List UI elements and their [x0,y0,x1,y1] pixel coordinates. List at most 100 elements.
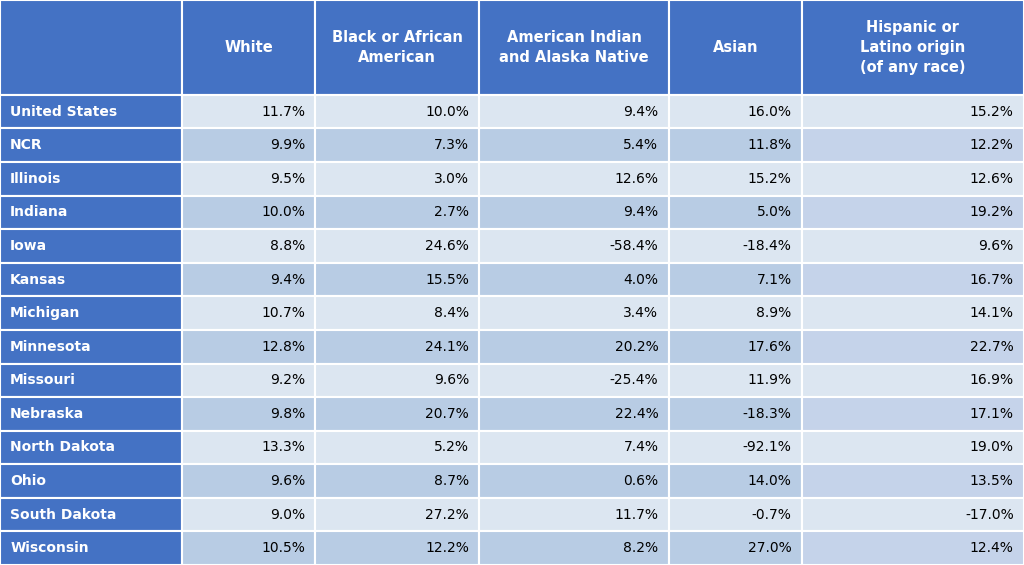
Text: 24.6%: 24.6% [425,239,469,253]
FancyBboxPatch shape [479,195,669,229]
FancyBboxPatch shape [669,263,802,297]
FancyBboxPatch shape [0,229,182,263]
FancyBboxPatch shape [0,532,182,565]
Text: -18.4%: -18.4% [742,239,792,253]
FancyBboxPatch shape [315,162,479,195]
Text: 9.6%: 9.6% [270,474,305,488]
FancyBboxPatch shape [182,128,315,162]
FancyBboxPatch shape [315,363,479,397]
Text: -0.7%: -0.7% [752,507,792,521]
Text: 12.8%: 12.8% [261,340,305,354]
Text: Iowa: Iowa [10,239,47,253]
Text: Wisconsin: Wisconsin [10,541,89,555]
Text: 20.7%: 20.7% [425,407,469,421]
FancyBboxPatch shape [479,162,669,195]
FancyBboxPatch shape [802,263,1024,297]
FancyBboxPatch shape [802,330,1024,363]
Text: Minnesota: Minnesota [10,340,92,354]
FancyBboxPatch shape [669,128,802,162]
Text: 14.0%: 14.0% [748,474,792,488]
FancyBboxPatch shape [479,0,669,95]
Text: 3.0%: 3.0% [434,172,469,186]
Text: American Indian
and Alaska Native: American Indian and Alaska Native [499,30,649,65]
FancyBboxPatch shape [315,263,479,297]
FancyBboxPatch shape [182,363,315,397]
FancyBboxPatch shape [479,330,669,363]
FancyBboxPatch shape [802,498,1024,532]
Text: 12.2%: 12.2% [970,138,1014,153]
Text: 22.4%: 22.4% [614,407,658,421]
Text: 8.8%: 8.8% [270,239,305,253]
Text: 19.0%: 19.0% [970,441,1014,454]
FancyBboxPatch shape [802,363,1024,397]
FancyBboxPatch shape [802,128,1024,162]
Text: South Dakota: South Dakota [10,507,117,521]
Text: 17.6%: 17.6% [748,340,792,354]
Text: 11.9%: 11.9% [748,373,792,388]
FancyBboxPatch shape [479,397,669,431]
FancyBboxPatch shape [669,195,802,229]
FancyBboxPatch shape [479,263,669,297]
FancyBboxPatch shape [0,431,182,464]
FancyBboxPatch shape [802,162,1024,195]
Text: 9.2%: 9.2% [270,373,305,388]
Text: NCR: NCR [10,138,43,153]
FancyBboxPatch shape [479,363,669,397]
FancyBboxPatch shape [669,397,802,431]
FancyBboxPatch shape [669,95,802,128]
Text: 24.1%: 24.1% [425,340,469,354]
FancyBboxPatch shape [479,498,669,532]
Text: Michigan: Michigan [10,306,81,320]
FancyBboxPatch shape [479,532,669,565]
FancyBboxPatch shape [182,297,315,330]
Text: Asian: Asian [713,40,758,55]
FancyBboxPatch shape [802,297,1024,330]
Text: -58.4%: -58.4% [609,239,658,253]
Text: 27.0%: 27.0% [748,541,792,555]
FancyBboxPatch shape [669,431,802,464]
Text: 9.9%: 9.9% [270,138,305,153]
FancyBboxPatch shape [182,95,315,128]
Text: 7.1%: 7.1% [757,272,792,286]
Text: 11.7%: 11.7% [614,507,658,521]
Text: 10.7%: 10.7% [261,306,305,320]
Text: 9.5%: 9.5% [270,172,305,186]
FancyBboxPatch shape [0,162,182,195]
Text: 13.5%: 13.5% [970,474,1014,488]
FancyBboxPatch shape [0,397,182,431]
Text: 20.2%: 20.2% [614,340,658,354]
FancyBboxPatch shape [0,0,182,95]
Text: 27.2%: 27.2% [425,507,469,521]
Text: 9.4%: 9.4% [624,206,658,219]
Text: 13.3%: 13.3% [261,441,305,454]
Text: 8.2%: 8.2% [624,541,658,555]
Text: North Dakota: North Dakota [10,441,116,454]
Text: 4.0%: 4.0% [624,272,658,286]
FancyBboxPatch shape [479,95,669,128]
Text: 12.4%: 12.4% [970,541,1014,555]
FancyBboxPatch shape [182,0,315,95]
Text: Missouri: Missouri [10,373,76,388]
Text: -25.4%: -25.4% [610,373,658,388]
FancyBboxPatch shape [669,162,802,195]
FancyBboxPatch shape [0,330,182,363]
Text: 12.2%: 12.2% [425,541,469,555]
Text: 19.2%: 19.2% [970,206,1014,219]
FancyBboxPatch shape [669,297,802,330]
FancyBboxPatch shape [315,498,479,532]
Text: 22.7%: 22.7% [970,340,1014,354]
Text: Black or African
American: Black or African American [332,30,463,65]
Text: 9.6%: 9.6% [979,239,1014,253]
Text: 5.2%: 5.2% [434,441,469,454]
Text: 11.8%: 11.8% [748,138,792,153]
FancyBboxPatch shape [0,95,182,128]
FancyBboxPatch shape [669,464,802,498]
FancyBboxPatch shape [315,95,479,128]
FancyBboxPatch shape [0,263,182,297]
FancyBboxPatch shape [669,363,802,397]
FancyBboxPatch shape [802,431,1024,464]
FancyBboxPatch shape [315,464,479,498]
Text: Nebraska: Nebraska [10,407,85,421]
FancyBboxPatch shape [479,464,669,498]
FancyBboxPatch shape [479,128,669,162]
